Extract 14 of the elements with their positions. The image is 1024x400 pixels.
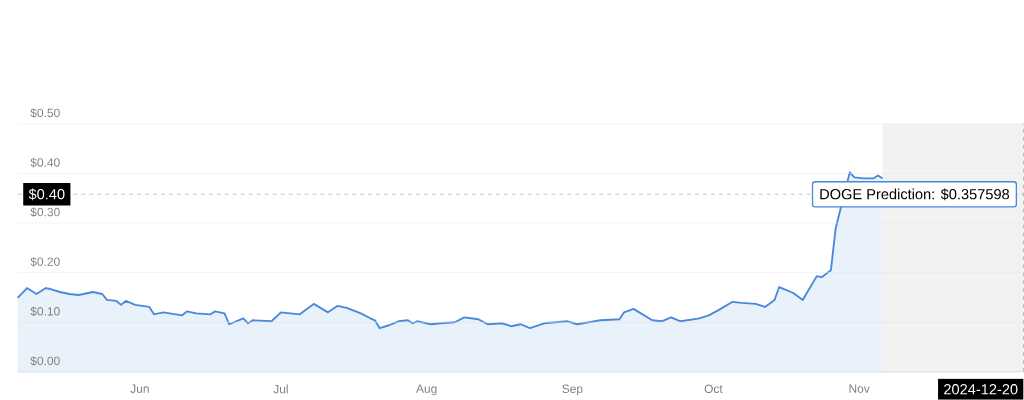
y-tick-label: $0.00 bbox=[30, 356, 60, 366]
y-tick-label: $0.50 bbox=[30, 108, 60, 118]
x-tick-label: Sep bbox=[562, 384, 583, 396]
y-tick-label: $0.20 bbox=[30, 257, 60, 267]
ref-line-label: 2024-12-20 bbox=[944, 384, 1018, 395]
x-tick-label: Nov bbox=[849, 384, 870, 393]
x-tick-label: Jul bbox=[273, 384, 288, 394]
y-tick-label: $0.40 bbox=[30, 157, 60, 168]
x-tick-label: Jun bbox=[130, 384, 149, 393]
y-tick-label: $0.10 bbox=[30, 306, 60, 317]
y-tick-label: $0.30 bbox=[30, 207, 60, 218]
annotation: DOGE Prediction: $0.357598 bbox=[820, 188, 1010, 201]
x-tick-label: Oct bbox=[704, 384, 723, 394]
x-tick-label: Aug bbox=[416, 384, 437, 396]
